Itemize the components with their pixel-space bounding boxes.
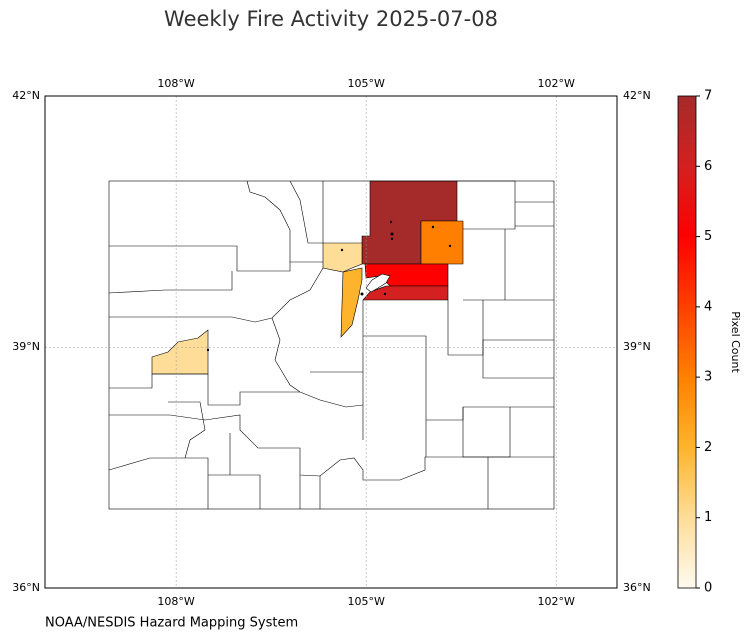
city-hole xyxy=(365,273,391,293)
county-border xyxy=(168,401,206,459)
y-tick-label: 39°N xyxy=(12,340,40,353)
colorbar-tick-label: 4 xyxy=(704,299,712,314)
colorbar-tick-label: 0 xyxy=(704,581,712,596)
county-border xyxy=(109,373,364,408)
county-border xyxy=(462,407,511,458)
colorbar xyxy=(677,95,697,589)
region xyxy=(340,267,363,338)
fire-dot xyxy=(206,348,210,352)
y-tick-label: 39°N xyxy=(623,340,651,353)
y-tick-label: 42°N xyxy=(623,89,651,102)
region xyxy=(420,220,464,265)
fire-dot xyxy=(389,220,393,224)
county-border xyxy=(289,180,324,244)
colorbar-tick-label: 6 xyxy=(704,159,712,174)
county-border xyxy=(108,271,233,294)
fire-dot xyxy=(448,244,452,248)
fire-dot xyxy=(390,237,394,241)
x-tick-label: 108°W xyxy=(157,595,194,608)
x-tick-label: 108°W xyxy=(157,77,194,90)
colorbar-label: Pixel Count xyxy=(729,311,742,373)
county-border xyxy=(271,317,301,393)
colorbar-tick-label: 3 xyxy=(704,370,712,385)
county-border xyxy=(109,267,324,323)
fire-dot xyxy=(360,292,364,296)
x-tick-label: 102°W xyxy=(538,77,575,90)
colorbar-tick-label: 2 xyxy=(704,440,712,455)
county-border xyxy=(363,335,427,457)
y-tick-label: 42°N xyxy=(12,89,40,102)
fire-dot xyxy=(431,225,435,229)
map-frame xyxy=(44,95,618,589)
fire-dot xyxy=(383,292,387,296)
chart-title: Weekly Fire Activity 2025-07-08 xyxy=(164,7,498,31)
county-border xyxy=(109,245,323,272)
fire-dot xyxy=(390,232,394,236)
county-border xyxy=(482,300,554,379)
x-tick-label: 105°W xyxy=(347,77,384,90)
fire-dot xyxy=(340,248,344,252)
y-tick-label: 36°N xyxy=(12,581,40,594)
colorbar-ticks: 0 1 2 3 4 5 6 7 xyxy=(696,89,712,596)
y-tick-label: 36°N xyxy=(623,581,651,594)
county-border xyxy=(108,457,209,509)
x-tick-label: 105°W xyxy=(347,595,384,608)
colorbar-tick-label: 5 xyxy=(704,229,712,244)
regions xyxy=(151,180,464,375)
county-border xyxy=(457,180,516,230)
colorbar-tick-label: 7 xyxy=(704,89,712,104)
county-border xyxy=(208,474,261,509)
state-border xyxy=(108,180,555,510)
county-borders xyxy=(108,180,555,510)
map-background xyxy=(45,96,617,588)
fire-detections xyxy=(206,220,452,352)
county-border xyxy=(246,180,291,262)
colorbar-tick-label: 1 xyxy=(704,510,712,525)
x-tick-label: 102°W xyxy=(538,595,575,608)
region xyxy=(362,285,449,301)
source-note: NOAA/NESDIS Hazard Mapping System xyxy=(45,616,298,631)
